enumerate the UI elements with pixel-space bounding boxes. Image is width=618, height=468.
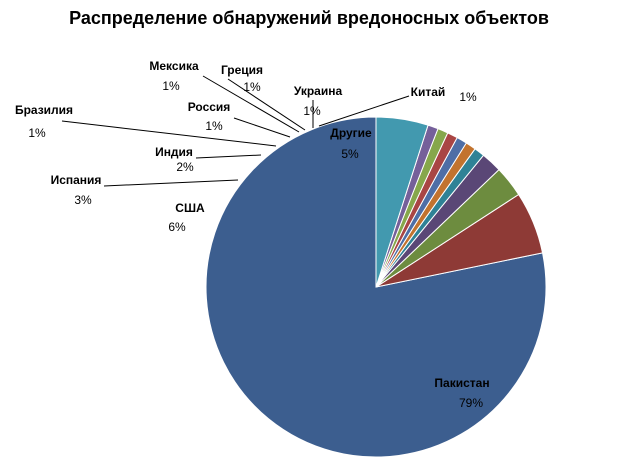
- leader-line: [227, 78, 306, 131]
- leader-line: [61, 120, 277, 147]
- value-label: 6%: [168, 220, 186, 234]
- leader-line: [103, 179, 239, 187]
- value-label: 1%: [243, 80, 261, 94]
- category-label: Пакистан: [434, 376, 489, 390]
- category-label: Индия: [155, 145, 193, 159]
- category-label: Китай: [411, 85, 446, 99]
- leader-lines: [61, 75, 410, 187]
- value-label: 3%: [74, 193, 92, 207]
- category-label: Греция: [221, 63, 263, 77]
- category-label: Бразилия: [15, 103, 73, 117]
- pie-slices: [205, 116, 547, 458]
- leader-line: [318, 95, 410, 127]
- category-label: Испания: [51, 173, 102, 187]
- value-label: 1%: [459, 90, 477, 104]
- value-label: 2%: [176, 160, 194, 174]
- leader-line: [233, 117, 291, 138]
- value-label: 1%: [162, 79, 180, 93]
- leader-line: [202, 75, 300, 133]
- category-label: США: [175, 201, 205, 215]
- value-label: 1%: [28, 126, 46, 140]
- category-label: Россия: [188, 100, 231, 114]
- slice-другие: [375, 116, 429, 288]
- value-label: 5%: [341, 147, 359, 161]
- leader-line: [195, 154, 262, 159]
- chart-title: Распределение обнаружений вредоносных об…: [69, 8, 549, 28]
- value-label: 1%: [205, 119, 223, 133]
- category-label: Мексика: [149, 59, 199, 73]
- value-label: 79%: [459, 396, 483, 410]
- slice-пакистан: [205, 116, 547, 458]
- value-label: 1%: [303, 104, 321, 118]
- category-label: Другие: [330, 126, 372, 140]
- category-label: Украина: [294, 84, 343, 98]
